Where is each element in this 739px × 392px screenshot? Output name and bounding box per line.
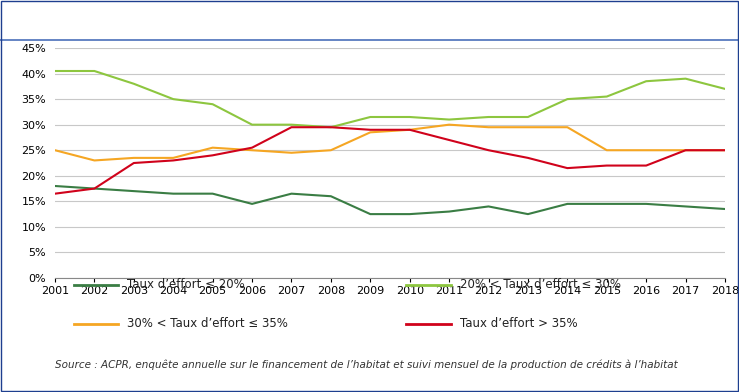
Text: Taux d’effort ≤ 20%: Taux d’effort ≤ 20% xyxy=(127,278,245,291)
Text: 20% < Taux d’effort ≤ 30%: 20% < Taux d’effort ≤ 30% xyxy=(460,278,621,291)
Text: Graphique 26: Graphique 26 xyxy=(10,14,100,27)
Text: 30% < Taux d’effort ≤ 35%: 30% < Taux d’effort ≤ 35% xyxy=(127,317,288,330)
Text: Structure de la production en fonction du taux d’effort: Structure de la production en fonction d… xyxy=(70,14,483,27)
Text: Source : ACPR, enquête annuelle sur le financement de l’habitat et suivi mensuel: Source : ACPR, enquête annuelle sur le f… xyxy=(55,359,678,370)
Text: Taux d’effort > 35%: Taux d’effort > 35% xyxy=(460,317,577,330)
